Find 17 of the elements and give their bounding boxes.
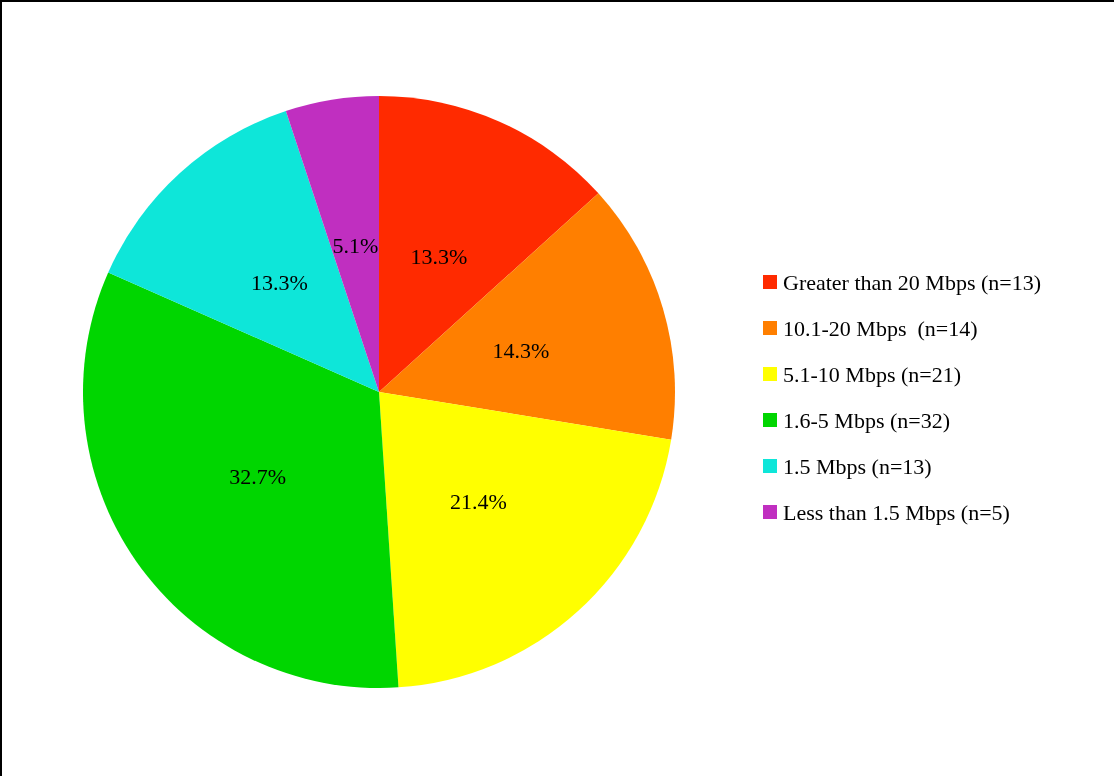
legend-label: 5.1-10 Mbps (n=21) — [783, 361, 962, 387]
data-label: 13.3% — [251, 269, 308, 295]
pie-slice — [108, 111, 379, 392]
pie-slice — [83, 272, 399, 688]
data-label: 21.4% — [450, 489, 507, 515]
pie-slice — [379, 392, 672, 688]
legend-label: 1.5 Mbps (n=13) — [783, 453, 932, 479]
data-label: 5.1% — [332, 233, 379, 259]
legend-label: Less than 1.5 Mbps (n=5) — [783, 499, 1010, 525]
legend-label: Greater than 20 Mbps (n=13) — [783, 269, 1042, 295]
data-label: 32.7% — [229, 464, 287, 490]
data-label: 13.3% — [410, 244, 468, 270]
legend-label: 10.1-20 Mbps (n=14) — [783, 315, 978, 341]
legend-label: 1.6-5 Mbps (n=32) — [783, 407, 951, 433]
pie-slice — [379, 96, 599, 392]
data-label: 14.3% — [492, 337, 550, 363]
pie-slice — [379, 193, 675, 440]
